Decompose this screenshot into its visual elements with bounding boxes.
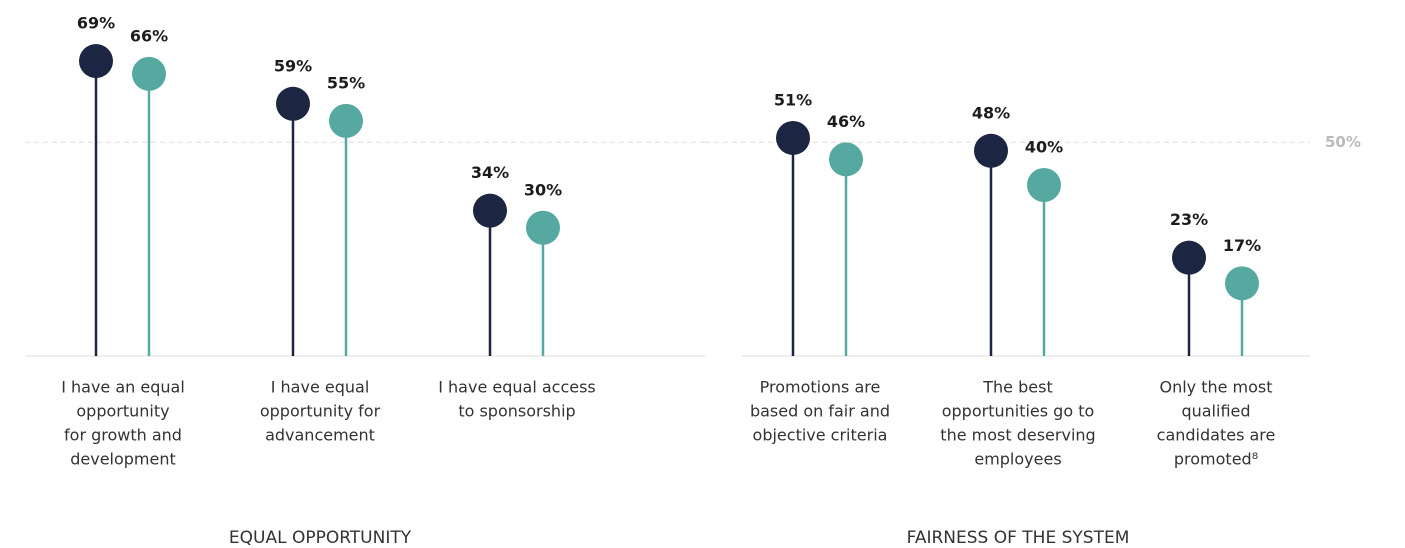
dot	[1027, 168, 1061, 202]
dot	[329, 103, 363, 138]
value-label: 66%	[130, 26, 168, 45]
x-tick-label: advancement	[265, 426, 375, 445]
value-label: 69%	[77, 14, 115, 33]
value-label: 34%	[471, 163, 509, 182]
x-tick-label: objective criteria	[753, 426, 888, 445]
chart-title: FAIRNESS OF THE SYSTEM	[907, 528, 1130, 548]
dot	[1225, 266, 1259, 301]
x-tick-label: Only the most	[1159, 378, 1272, 397]
dot	[276, 86, 310, 121]
x-tick-label: development	[70, 450, 176, 469]
value-label: 46%	[827, 112, 865, 131]
x-tick-label: employees	[974, 450, 1061, 469]
dot	[473, 193, 507, 228]
value-label: 48%	[972, 103, 1010, 122]
x-tick-label: the most deserving	[940, 426, 1095, 445]
value-label: 40%	[1025, 138, 1063, 157]
dot	[776, 120, 810, 155]
y-tick-label: 50%	[1325, 133, 1361, 151]
x-tick-label: qualified	[1181, 402, 1250, 421]
x-tick-label: I have an equal	[61, 378, 185, 397]
x-tick-label: opportunity	[76, 402, 169, 421]
x-tick-label: opportunity for	[260, 402, 381, 421]
dot	[829, 142, 863, 177]
dot	[526, 210, 560, 245]
x-tick-label: to sponsorship	[458, 402, 575, 421]
x-tick-label: Promotions are	[760, 378, 881, 397]
x-tick-label: promoted⁸	[1174, 450, 1258, 469]
value-label: 30%	[524, 180, 562, 199]
x-tick-label: for growth and	[64, 426, 182, 445]
x-tick-label: candidates are	[1157, 426, 1276, 445]
dot	[79, 44, 113, 79]
dot	[1172, 240, 1206, 275]
x-tick-label: I have equal access	[438, 378, 596, 397]
value-label: 17%	[1223, 236, 1261, 255]
value-label: 55%	[327, 73, 365, 92]
value-label: 23%	[1170, 210, 1208, 229]
x-tick-label: I have equal	[271, 378, 370, 397]
dot	[132, 56, 166, 91]
value-label: 59%	[274, 56, 312, 75]
dot	[974, 133, 1008, 168]
chart-title: EQUAL OPPORTUNITY	[229, 528, 412, 548]
x-tick-label: The best	[982, 378, 1052, 397]
value-label: 51%	[774, 90, 812, 109]
x-tick-label: opportunities go to	[942, 402, 1095, 421]
x-tick-label: based on fair and	[750, 402, 890, 421]
